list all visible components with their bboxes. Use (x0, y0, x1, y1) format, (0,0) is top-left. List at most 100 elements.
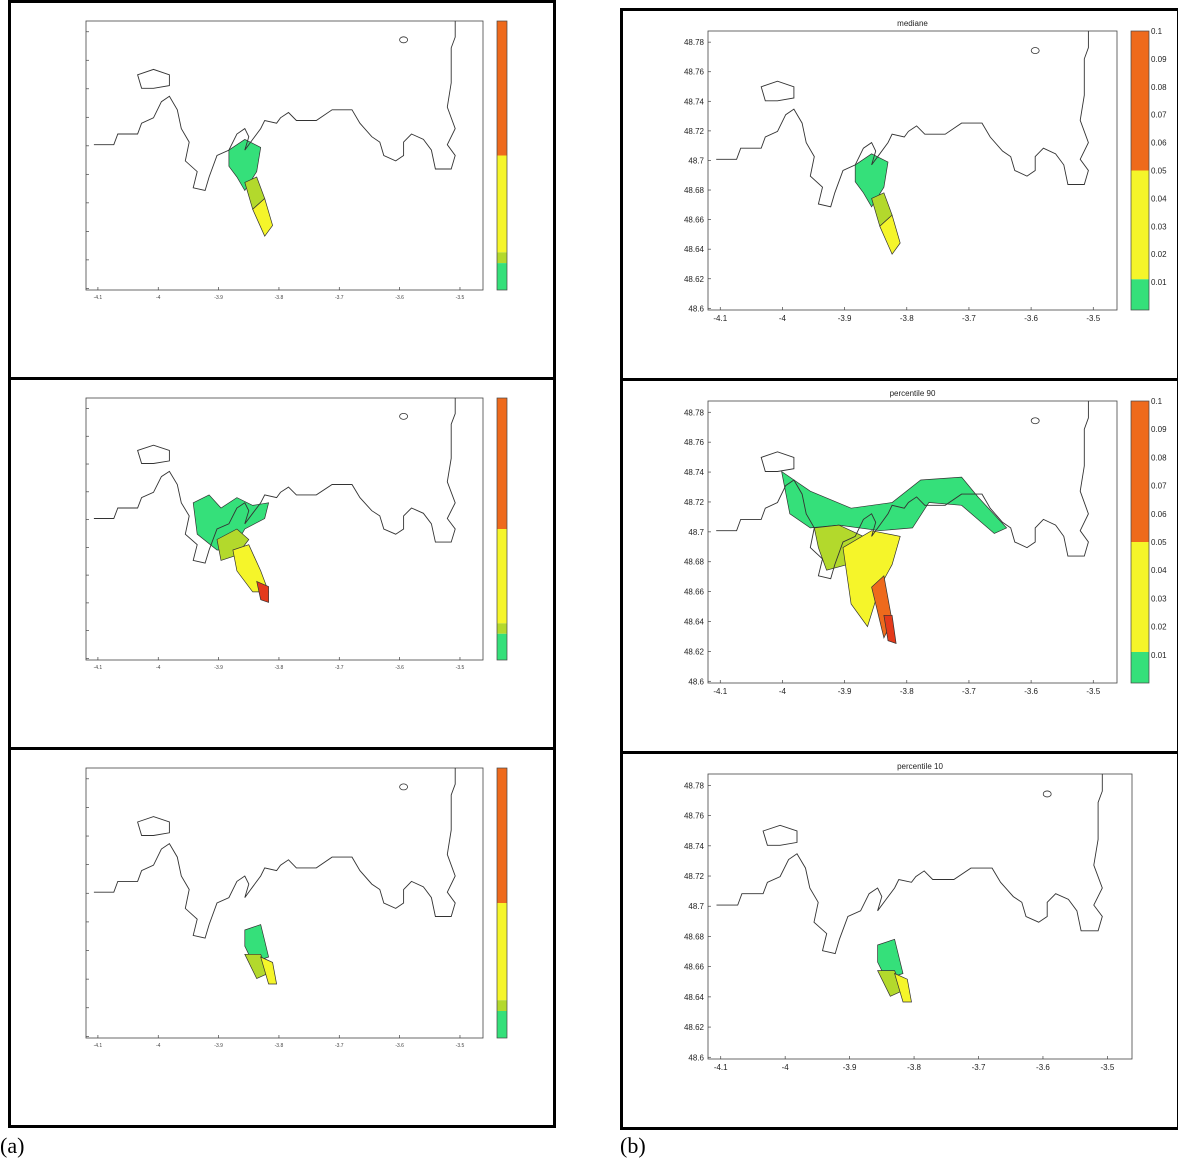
y-tick-label: 48.66 (684, 588, 705, 597)
coastline (93, 21, 456, 192)
x-tick-label: -3.8 (275, 1043, 284, 1049)
y-tick-label: 48.78 (684, 781, 705, 790)
y-tick-label: 48.64 (684, 245, 705, 254)
x-tick-label: -3.6 (395, 1043, 404, 1049)
colorbar-tick-label: 0.1 (1151, 27, 1163, 36)
x-tick-label: -4.1 (714, 1063, 728, 1072)
coastline (716, 774, 1103, 955)
colorbar-tick-label: 0.05 (1151, 167, 1167, 176)
colorbar-tick-label: 0.04 (1151, 194, 1167, 203)
x-tick-label: -3.7 (335, 295, 344, 301)
colorbar-tick-label: 0.04 (1151, 566, 1167, 575)
x-tick-label: -3.5 (456, 1043, 465, 1049)
map-svg-a-bottom: -4.1 -4 -3.9 -3.8 -3.7 -3.6 -3.5 (85, 767, 508, 1049)
colorbar-tick-label: 0.1 (1151, 397, 1163, 406)
x-tick-label: -4.1 (94, 295, 103, 301)
y-tick-label: 48.6 (688, 1053, 704, 1062)
plume-contour (877, 938, 904, 980)
y-tick-label: 48.68 (684, 932, 705, 941)
x-tick-label: -3.6 (1036, 1063, 1050, 1072)
map-svg-b-bottom: percentile 10 -4.1 -4 -3.9 -3.8 -3.7 -3.6 -3.5 4… (684, 762, 1133, 1072)
map-panel-a-bottom: -4.1 -4 -3.9 -3.8 -3.7 -3.6 -3.5 (8, 747, 556, 1128)
plot-area (85, 767, 484, 1039)
y-tick-label: 48.64 (684, 993, 705, 1002)
y-tick-label: 48.62 (684, 1023, 705, 1032)
coastline (716, 31, 1089, 208)
colorbar-tick-label: 0.08 (1151, 83, 1167, 92)
islet-outline (399, 412, 409, 420)
y-tick-label: 48.6 (688, 677, 704, 686)
y-tick-label: 48.72 (684, 498, 705, 507)
colorbar-tick-label: 0.09 (1151, 55, 1167, 64)
map-svg-a-top: -4.1 -4 -3.9 -3.8 -3.7 -3.6 -3.5 (85, 20, 508, 301)
colorbar-tick-label: 0.09 (1151, 425, 1167, 434)
y-tick-label: 48.76 (684, 438, 705, 447)
map-svg-a-middle: -4.1 -4 -3.9 -3.8 -3.7 -3.6 -3.5 (85, 397, 508, 671)
plume-contour (894, 972, 912, 1003)
y-tick-label: 48.66 (684, 963, 705, 972)
plot-area (707, 773, 1133, 1060)
colorbar-tick-label: 0.06 (1151, 139, 1167, 148)
x-tick-label: -3.8 (900, 314, 914, 323)
y-tick-label: 48.72 (684, 127, 705, 136)
x-tick-label: -4 (156, 295, 161, 301)
colorbar-band (1131, 31, 1149, 171)
x-tick-label: -4 (156, 665, 161, 671)
plot-area (707, 30, 1118, 311)
colorbar-band (1131, 651, 1149, 683)
x-tick-label: -4 (156, 1043, 161, 1049)
colorbar-tick-label: 0.07 (1151, 482, 1167, 491)
panel-title: percentile 90 (890, 389, 936, 398)
colorbar-tick-label: 0.08 (1151, 453, 1167, 462)
caption-b: (b) (620, 1133, 646, 1158)
map-panel-b-bottom: percentile 10 -4.1 -4 -3.9 -3.8 -3.7 -3.6 -3.5 4… (620, 751, 1178, 1130)
x-tick-label: -3.7 (962, 314, 976, 323)
x-tick-label: -4 (779, 687, 787, 696)
x-tick-label: -3.6 (395, 295, 404, 301)
y-tick-label: 48.7 (688, 528, 704, 537)
y-tick-label: 48.68 (684, 186, 705, 195)
x-tick-label: -3.5 (456, 665, 465, 671)
colorbar-band (497, 252, 507, 264)
colorbar-tick-label: 0.05 (1151, 538, 1167, 547)
colorbar-band (497, 155, 507, 253)
y-tick-label: 48.7 (688, 156, 704, 165)
colorbar-tick-label: 0.01 (1151, 651, 1167, 660)
column-b: mediane -4.1 -4 -3.9 -3.8 -3.7 -3.6 -3.5 48.78 48… (620, 0, 1178, 1130)
y-tick-label: 48.7 (688, 902, 704, 911)
y-tick-label: 48.74 (684, 97, 705, 106)
x-tick-label: -3.9 (838, 314, 852, 323)
y-tick-label: 48.64 (684, 618, 705, 627)
island-outline (762, 824, 798, 846)
colorbar-band (497, 623, 507, 634)
islet-outline (1042, 790, 1052, 798)
x-tick-label: -3.9 (843, 1063, 857, 1072)
x-tick-label: -3.8 (900, 687, 914, 696)
islet-outline (399, 783, 409, 791)
x-tick-label: -3.8 (275, 295, 284, 301)
colorbar-band (1131, 170, 1149, 280)
map-svg-b-top: mediane -4.1 -4 -3.9 -3.8 -3.7 -3.6 -3.5 48.78 48… (684, 19, 1167, 323)
y-tick-label: 48.78 (684, 408, 705, 417)
island-outline (760, 80, 795, 102)
plume-contour (252, 197, 273, 237)
plume-contour (260, 956, 278, 985)
x-tick-label: -3.6 (1024, 687, 1038, 696)
coastline (93, 398, 456, 564)
x-tick-label: -3.6 (395, 665, 404, 671)
map-panel-b-middle: percentile 90 -4.1 -4 -3.9 -3.8 -3.7 -3.6 -3.5 4… (620, 378, 1178, 754)
map-panel-a-top: -4.1 -4 -3.9 -3.8 -3.7 -3.6 -3.5 (8, 0, 556, 380)
colorbar-band (497, 1000, 507, 1011)
x-tick-label: -3.9 (838, 687, 852, 696)
panel-title: mediane (897, 19, 928, 28)
x-tick-label: -4.1 (94, 1043, 103, 1049)
coastline (93, 768, 456, 939)
colorbar-tick-label: 0.02 (1151, 250, 1167, 259)
column-a: -4.1 -4 -3.9 -3.8 -3.7 -3.6 -3.5 -4.1 -4 -3.9 -3.8… (8, 0, 556, 1128)
colorbar-band (497, 529, 507, 624)
x-tick-label: -3.7 (972, 1063, 986, 1072)
y-tick-label: 48.62 (684, 275, 705, 284)
x-tick-label: -4.1 (94, 665, 103, 671)
plot-area (707, 400, 1118, 684)
x-tick-label: -3.9 (214, 295, 223, 301)
